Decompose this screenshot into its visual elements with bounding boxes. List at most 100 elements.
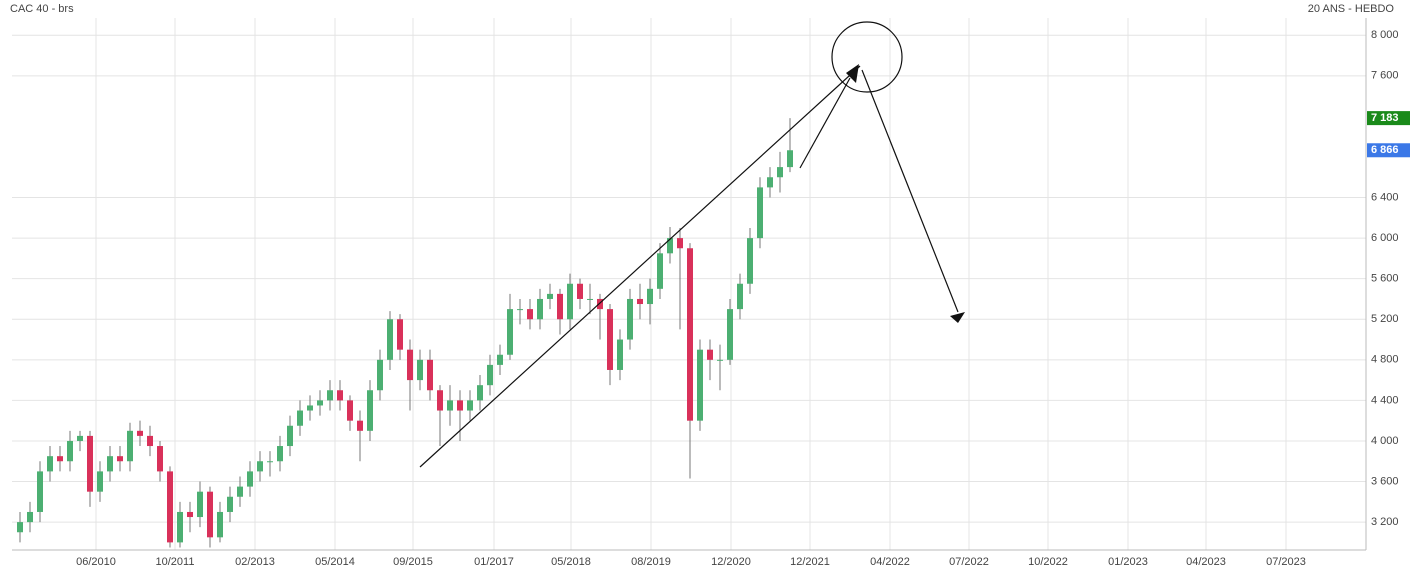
candle-body (217, 511, 223, 538)
candle-body (587, 298, 593, 300)
candle-body (467, 400, 473, 411)
candle-body (567, 283, 573, 320)
x-tick-label: 04/2023 (1186, 556, 1226, 568)
candle-body (357, 420, 363, 431)
candle-body (157, 446, 163, 472)
candle-body (17, 522, 23, 533)
candle-body (767, 177, 773, 188)
candle-body (477, 385, 483, 401)
price-tags: 7 183 6 866 (1367, 111, 1410, 158)
candle-body (287, 425, 293, 447)
x-tick-label: 10/2022 (1028, 556, 1068, 568)
candle-body (107, 456, 113, 472)
candle-body (707, 349, 713, 360)
candle-body (257, 461, 263, 472)
candle-body (577, 283, 583, 299)
y-tick-label: 3 600 (1371, 475, 1399, 487)
candle-body (697, 349, 703, 421)
candle-body (777, 167, 783, 178)
x-tick-label: 06/2010 (76, 556, 116, 568)
candle-body (677, 238, 683, 249)
candle-body (307, 405, 313, 411)
chart-title: CAC 40 - brs (10, 3, 74, 15)
x-tick-label: 02/2013 (235, 556, 275, 568)
y-tick-label: 4 800 (1371, 354, 1399, 366)
candle-body (147, 435, 153, 447)
candle-body (537, 298, 543, 320)
candle-body (447, 400, 453, 411)
candle-body (97, 471, 103, 492)
y-tick-label: 5 600 (1371, 273, 1399, 285)
candle-body (657, 253, 663, 289)
candle-body (137, 430, 143, 436)
candle-body (617, 339, 623, 370)
candles (17, 118, 793, 548)
candle-body (207, 491, 213, 538)
candle-body (747, 238, 753, 284)
candle-body (487, 364, 493, 386)
x-tick-label: 12/2021 (790, 556, 830, 568)
x-tick-label: 09/2015 (393, 556, 433, 568)
candle-body (387, 319, 393, 360)
candle-body (327, 390, 333, 401)
candle-body (317, 400, 323, 406)
arrow-head (846, 64, 859, 83)
candle-body (87, 435, 93, 492)
candle-body (507, 309, 513, 355)
candle-body (457, 400, 463, 411)
candle-body (787, 150, 793, 168)
x-tick-label: 08/2019 (631, 556, 671, 568)
candle-body (247, 471, 253, 487)
candle-body (647, 288, 653, 305)
candle-body (737, 283, 743, 310)
candle-body (597, 298, 603, 310)
candle-body (667, 238, 673, 254)
candle-body (637, 298, 643, 305)
x-tick-label: 07/2023 (1266, 556, 1306, 568)
y-tick-label: 8 000 (1371, 29, 1399, 41)
candle-body (57, 456, 63, 462)
x-tick-label: 01/2023 (1108, 556, 1148, 568)
candle-body (227, 496, 233, 512)
y-tick-label: 4 000 (1371, 435, 1399, 447)
candle-body (757, 187, 763, 239)
candle-body (527, 309, 533, 320)
candle-body (127, 430, 133, 462)
candle-body (427, 359, 433, 391)
annotations (419, 21, 965, 468)
candle-body (77, 435, 83, 441)
target-circle (831, 21, 903, 93)
candle-body (37, 471, 43, 512)
price-tag-label: 7 183 (1371, 112, 1399, 124)
chart-subtitle: 20 ANS - HEBDO (1308, 3, 1395, 15)
candle-body (177, 511, 183, 543)
candle-body (717, 359, 723, 361)
x-tick-label: 01/2017 (474, 556, 514, 568)
arrow-up (799, 77, 851, 169)
candle-body (397, 319, 403, 350)
candle-body (437, 390, 443, 411)
candle-body (557, 293, 563, 320)
y-tick-label: 7 600 (1371, 70, 1399, 82)
x-tick-label: 05/2018 (551, 556, 591, 568)
x-tick-label: 10/2011 (156, 556, 195, 568)
candle-body (377, 359, 383, 391)
x-tick-label: 12/2020 (711, 556, 751, 568)
candle-body (607, 309, 613, 370)
candle-body (347, 400, 353, 421)
trend-line (419, 65, 861, 468)
candle-body (547, 293, 553, 299)
y-tick-label: 3 200 (1371, 516, 1399, 528)
candle-body (417, 359, 423, 381)
candle-body (267, 461, 273, 463)
candle-body (497, 354, 503, 365)
candle-body (517, 309, 523, 311)
x-tick-label: 04/2022 (870, 556, 910, 568)
price-tag (1367, 143, 1410, 158)
candle-body (47, 456, 53, 472)
x-tick-label: 07/2022 (949, 556, 989, 568)
candle-body (627, 298, 633, 340)
candle-body (367, 390, 373, 431)
